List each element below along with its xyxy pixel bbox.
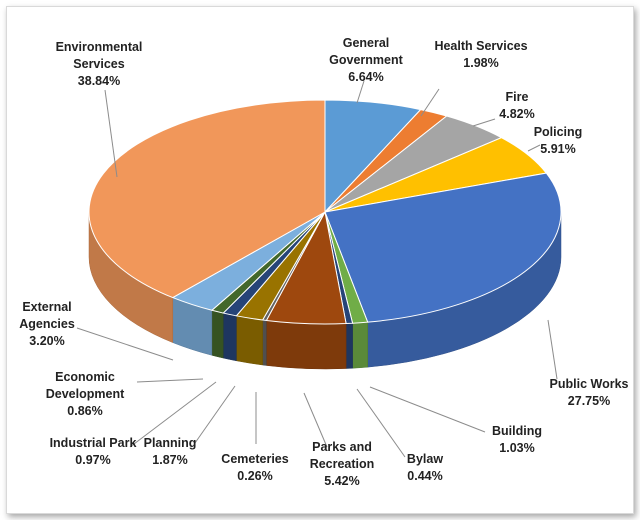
slice-label-general-government: General Government 6.64% xyxy=(329,36,403,84)
pie-tops xyxy=(88,99,562,325)
pie-side-planning xyxy=(236,315,263,366)
slice-name-line: Development xyxy=(46,387,125,401)
slice-percent: 1.98% xyxy=(463,56,498,70)
slice-percent: 4.82% xyxy=(499,107,534,121)
slice-percent: 0.44% xyxy=(407,469,442,483)
slice-labels: General Government 6.64% Health Services 1.9… xyxy=(19,36,628,488)
slice-name-line: Planning xyxy=(144,436,197,450)
chart-frame: General Government 6.64% Health Services 1.9… xyxy=(6,6,634,514)
leader-line-parks-and-recreation xyxy=(303,392,328,448)
slice-percent: 27.75% xyxy=(568,394,610,408)
leader-lines xyxy=(76,80,558,458)
leader-line-public-works xyxy=(547,319,558,380)
pie-side-cemeteries xyxy=(262,319,267,366)
leader-line-health-services xyxy=(420,88,440,117)
slice-percent: 3.20% xyxy=(29,334,64,348)
leader-line-external-agencies xyxy=(76,327,174,361)
leader-line-economic-development xyxy=(136,378,204,383)
slice-label-external-agencies: External Agencies 3.20% xyxy=(19,300,75,348)
slice-percent: 1.87% xyxy=(152,453,187,467)
slice-name-line: Health Services xyxy=(434,39,527,53)
pie-side-bylaw xyxy=(345,322,353,369)
pie-side-economic-development xyxy=(211,309,224,359)
slice-name-line: External xyxy=(22,300,71,314)
slice-name-line: Policing xyxy=(534,125,583,139)
slice-percent: 5.91% xyxy=(540,142,575,156)
slice-percent: 0.26% xyxy=(237,469,272,483)
slice-label-economic-development: Economic Development 0.86% xyxy=(46,370,125,418)
slice-name-line: Fire xyxy=(506,90,529,104)
slice-name-line: Industrial Park xyxy=(50,436,137,450)
slice-label-policing: Policing 5.91% xyxy=(534,125,583,156)
leader-line-fire xyxy=(472,118,496,127)
slice-percent: 5.42% xyxy=(324,474,359,488)
slice-percent: 38.84% xyxy=(78,74,120,88)
slice-name-line: Parks and xyxy=(312,440,372,454)
slice-label-environmental-services: Environmental Services 38.84% xyxy=(56,40,143,88)
slice-label-fire: Fire 4.82% xyxy=(499,90,534,121)
pie-side-industrial-park xyxy=(222,312,237,362)
slice-name-line: Bylaw xyxy=(407,452,443,466)
slice-percent: 0.86% xyxy=(67,404,102,418)
pie-sides xyxy=(88,211,562,370)
leader-line-bylaw xyxy=(356,388,406,458)
slice-label-parks-and-recreation: Parks and Recreation 5.42% xyxy=(310,440,375,488)
slice-label-health-services: Health Services 1.98% xyxy=(434,39,527,70)
slice-label-planning: Planning 1.87% xyxy=(144,436,197,467)
slice-name-line: Cemeteries xyxy=(221,452,288,466)
slice-name-line: Recreation xyxy=(310,457,375,471)
pie-slice-environmental-services xyxy=(88,99,326,299)
slice-label-bylaw: Bylaw 0.44% xyxy=(407,452,443,483)
slice-name-line: Environmental xyxy=(56,40,143,54)
leader-line-general-government xyxy=(356,80,365,104)
slice-label-cemeteries: Cemeteries 0.26% xyxy=(221,452,288,483)
leader-line-policing xyxy=(527,144,541,152)
slice-name-line: Building xyxy=(492,424,542,438)
pie-chart: General Government 6.64% Health Services 1.9… xyxy=(19,36,628,488)
leader-line-planning xyxy=(194,385,236,444)
slice-label-building: Building 1.03% xyxy=(492,424,542,455)
pie-side-parks-and-recreation xyxy=(266,320,347,370)
slice-name-line: Services xyxy=(73,57,124,71)
slice-percent: 0.97% xyxy=(75,453,110,467)
pie-side-building xyxy=(352,321,368,369)
slice-percent: 6.64% xyxy=(348,70,383,84)
slice-name-line: Agencies xyxy=(19,317,75,331)
slice-name-line: Economic xyxy=(55,370,115,384)
slice-label-industrial-park: Industrial Park 0.97% xyxy=(50,436,137,467)
leader-line-building xyxy=(369,386,486,433)
leader-line-industrial-park xyxy=(129,381,217,448)
slice-name-line: Public Works xyxy=(550,377,629,391)
pie-slice-public-works xyxy=(324,172,562,323)
leader-line-environmental-services xyxy=(104,89,118,178)
slice-name-line: General xyxy=(343,36,390,50)
slice-percent: 1.03% xyxy=(499,441,534,455)
slice-label-public-works: Public Works 27.75% xyxy=(550,377,629,408)
slice-name-line: Government xyxy=(329,53,403,67)
